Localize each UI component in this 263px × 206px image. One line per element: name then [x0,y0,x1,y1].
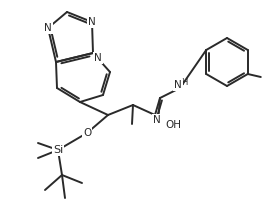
Text: OH: OH [165,120,181,130]
Text: H: H [181,78,187,87]
Text: O: O [83,128,91,138]
Text: N: N [153,115,161,125]
Text: N: N [89,17,97,27]
Text: Si: Si [53,145,63,155]
Text: N: N [94,53,102,63]
Text: N: N [44,23,52,33]
Text: N: N [94,53,102,63]
Text: N: N [88,17,96,27]
Text: N: N [43,23,51,33]
Text: N: N [174,80,182,90]
